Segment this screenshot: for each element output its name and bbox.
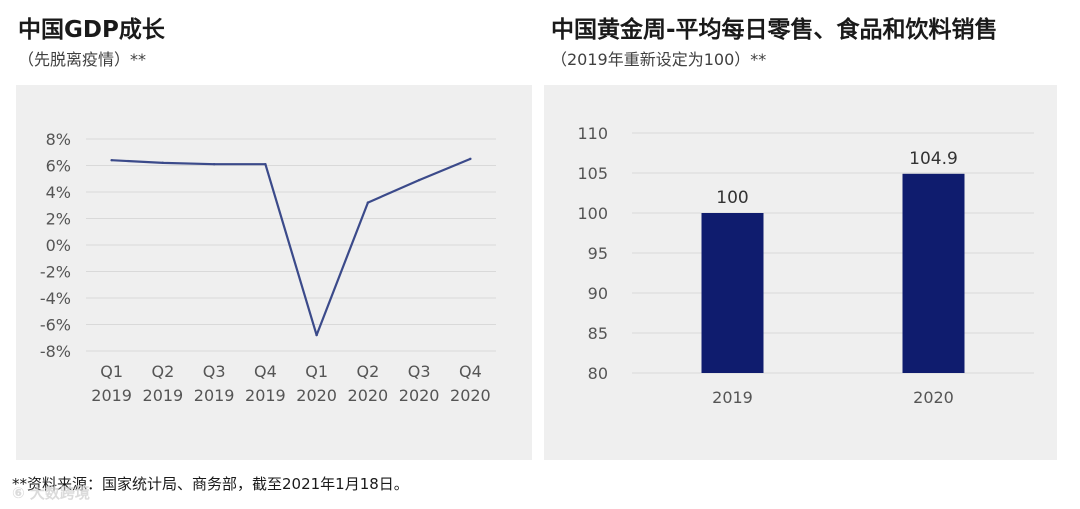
gdp-data-point [161, 161, 165, 165]
line-chart-title: 中国GDP成长 [18, 17, 165, 43]
bar-chart-subtitle: （2019年重新设定为100）** [551, 50, 767, 69]
gdp-y-tick-label: -4% [40, 289, 71, 308]
gdp-x-tick-quarter: Q2 [356, 362, 379, 381]
golden-week-bar-chart: 110 105 100 95 90 85 80 100 2019 104.9 2020 [577, 124, 1034, 407]
gdp-x-tick-year: 2019 [143, 386, 184, 405]
bar-y-tick-label: 100 [577, 204, 608, 223]
bar-x-tick-label: 2020 [913, 388, 954, 407]
gdp-data-point [264, 162, 267, 166]
gdp-x-tick-year: 2020 [450, 386, 491, 405]
bar-y-tick-label: 110 [577, 124, 608, 143]
bar-y-tick-label: 80 [588, 364, 608, 383]
gdp-data-point [315, 333, 318, 337]
bar-chart-panel: 110 105 100 95 90 85 80 100 2019 104.9 2020 [544, 85, 1057, 460]
gdp-data-point [417, 178, 421, 182]
gdp-x-tick-year: 2020 [399, 386, 440, 405]
gdp-y-tick-label: 4% [46, 183, 71, 202]
gdp-y-tick-label: -2% [40, 263, 71, 282]
gdp-y-tick-label: -6% [40, 316, 71, 335]
watermark-logo: ⑥ 大数跨境 [12, 484, 90, 502]
gdp-x-tick-year: 2020 [296, 386, 337, 405]
gdp-series-line [111, 157, 471, 337]
gdp-y-tick-label: 2% [46, 210, 71, 229]
bar-value-label: 104.9 [909, 149, 958, 169]
gdp-x-tick-quarter: Q3 [408, 362, 431, 381]
bar-y-tick-label: 95 [588, 244, 608, 263]
gdp-x-tick-quarter: Q1 [305, 362, 328, 381]
gdp-data-point [110, 159, 113, 162]
bar-2020 [902, 173, 965, 373]
bar-y-tick-label: 105 [577, 164, 608, 183]
source-footnote: **资料来源：国家统计局、商务部，截至2021年1月18日。 [12, 475, 409, 493]
bar-y-tick-label: 85 [588, 324, 608, 343]
gdp-x-tick-year: 2020 [348, 386, 389, 405]
gdp-data-point [212, 162, 216, 166]
gdp-y-tick-label: 0% [46, 236, 71, 255]
gdp-x-tick-quarter: Q3 [203, 362, 226, 381]
gdp-x-tick-year: 2019 [245, 386, 286, 405]
gdp-x-tick-quarter: Q4 [459, 362, 482, 381]
gdp-data-point [469, 157, 472, 161]
gdp-x-tick-quarter: Q1 [100, 362, 123, 381]
gdp-y-tick-label: 8% [46, 130, 71, 149]
bar-y-tick-label: 90 [588, 284, 608, 303]
bar-chart-title: 中国黄金周-平均每日零售、食品和饮料销售 [551, 17, 998, 43]
gdp-x-tick-year: 2019 [91, 386, 132, 405]
line-chart-panel: 8% 6% 4% 2% 0% -2% -4% -6% -8% Q1 2019 Q2 2019 Q3 2019… [16, 85, 532, 460]
bar-x-tick-label: 2019 [712, 388, 753, 407]
bar-2019 [701, 213, 764, 373]
gdp-x-tick-quarter: Q2 [151, 362, 174, 381]
line-chart-subtitle: （先脱离疫情）** [18, 50, 147, 69]
gdp-x-tick-quarter: Q4 [254, 362, 277, 381]
bar-value-label: 100 [716, 188, 748, 208]
gdp-x-tick-year: 2019 [194, 386, 235, 405]
gdp-y-tick-label: -8% [40, 342, 71, 361]
gdp-line-chart: 8% 6% 4% 2% 0% -2% -4% -6% -8% Q1 2019 Q2 2019 Q3 2019… [40, 130, 496, 405]
gdp-data-point [366, 201, 370, 204]
gdp-y-tick-label: 6% [46, 157, 71, 176]
